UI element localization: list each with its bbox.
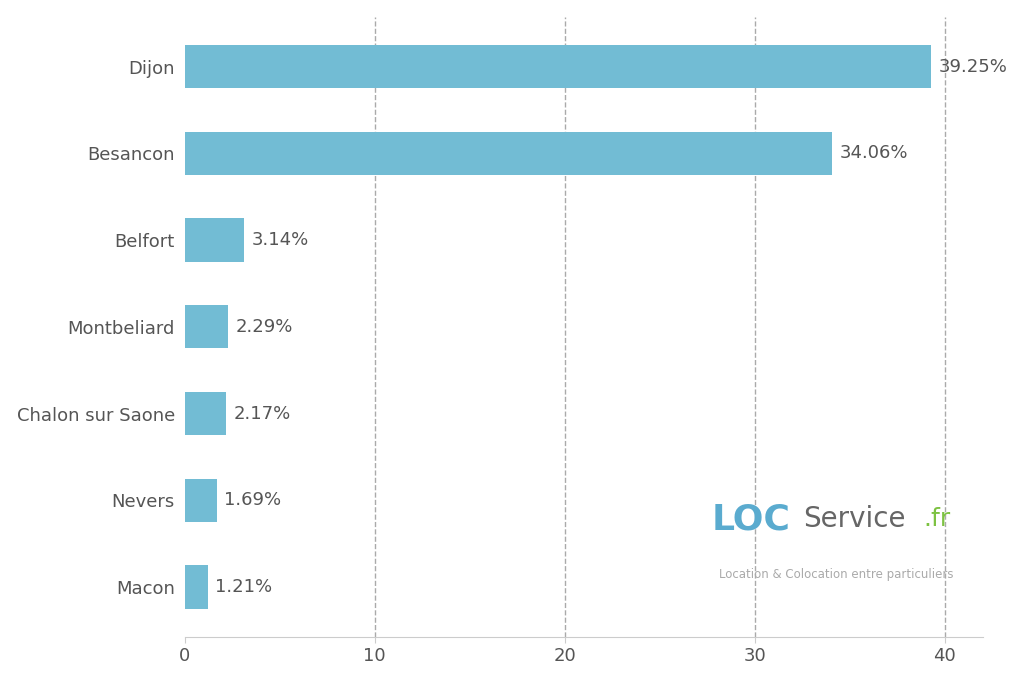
Bar — [184, 45, 931, 88]
Bar — [184, 392, 226, 435]
Text: 1.69%: 1.69% — [224, 491, 282, 509]
Text: 2.17%: 2.17% — [233, 404, 291, 423]
Text: 3.14%: 3.14% — [252, 231, 309, 249]
Text: 1.21%: 1.21% — [215, 578, 272, 596]
Bar — [184, 565, 208, 609]
Bar — [184, 218, 245, 262]
Bar — [184, 305, 228, 349]
Text: .fr: .fr — [923, 507, 950, 531]
Bar — [184, 132, 831, 175]
Text: Service: Service — [803, 505, 906, 533]
Text: LOC: LOC — [712, 502, 791, 536]
Text: 39.25%: 39.25% — [938, 57, 1007, 76]
Text: 2.29%: 2.29% — [236, 318, 293, 336]
Bar — [184, 479, 217, 522]
Text: 34.06%: 34.06% — [840, 145, 908, 162]
Text: Location & Colocation entre particuliers: Location & Colocation entre particuliers — [720, 568, 954, 581]
